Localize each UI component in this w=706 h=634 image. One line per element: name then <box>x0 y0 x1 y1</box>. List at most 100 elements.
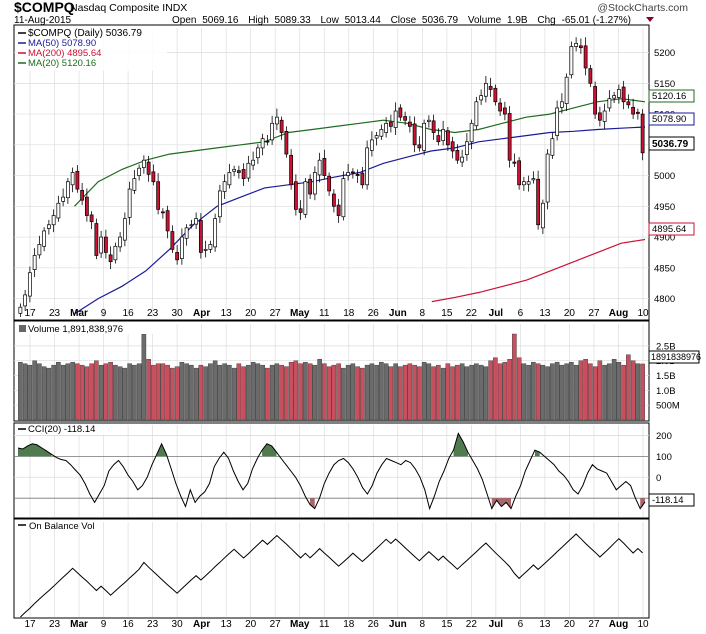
cci-tick-label: 0 <box>656 473 661 484</box>
volume-bar <box>626 354 631 421</box>
volume-bar <box>455 364 460 421</box>
chg-label: Chg <box>537 15 555 26</box>
volume-bar <box>369 363 375 421</box>
ma200-value-tag <box>648 222 695 236</box>
candle-body <box>536 178 541 226</box>
x-tick-label-top: 23 <box>49 308 61 319</box>
chart-symbol: $COMPQ <box>14 0 75 15</box>
candle-body <box>417 144 422 149</box>
candle-body <box>426 119 431 122</box>
candle-body <box>127 188 132 218</box>
candle-body <box>336 204 341 216</box>
candle-body <box>160 211 165 214</box>
candle-body <box>289 154 294 186</box>
candle-body <box>255 147 260 159</box>
x-tick-label-top: 8 <box>420 308 426 319</box>
volume-bar <box>469 364 474 421</box>
candle-body <box>189 224 194 227</box>
candle-body <box>388 121 393 127</box>
candle-body <box>626 101 631 106</box>
candle-body <box>179 236 184 259</box>
x-tick-label-bottom: May <box>290 619 310 629</box>
candle-body <box>70 172 75 186</box>
candle-body <box>369 139 374 151</box>
volume-bar <box>540 364 546 421</box>
candle-body <box>284 130 289 155</box>
high-value: 5089.33 <box>275 15 312 26</box>
cci-line <box>17 432 646 511</box>
volume-bar <box>18 361 23 421</box>
volume-bar <box>70 361 75 421</box>
candle-body <box>279 119 284 133</box>
x-tick-label-bottom: 20 <box>564 619 576 629</box>
volume-bar <box>284 366 289 421</box>
volume-bar <box>208 363 213 421</box>
volume-tick-label: 1.0B <box>656 386 676 397</box>
candle-body <box>360 172 365 186</box>
candle-body <box>469 122 474 143</box>
candle-body <box>564 76 569 104</box>
x-tick-label-top: 10 <box>637 308 649 319</box>
obv-legend: On Balance Vol <box>18 521 95 532</box>
volume-bar <box>184 363 189 421</box>
candle-body <box>298 208 303 213</box>
candle-body <box>331 193 336 207</box>
candle-body <box>531 178 536 181</box>
cci-value-tag: -118.14 <box>648 493 695 507</box>
candle-body <box>569 46 574 76</box>
candle-body <box>460 156 465 163</box>
x-tick-label-bottom: 15 <box>441 619 453 629</box>
x-tick-label-bottom: 30 <box>172 619 184 629</box>
x-tick-label-bottom: 16 <box>123 619 135 629</box>
price-tick-label: 5000 <box>654 171 675 182</box>
candle-body <box>222 181 227 192</box>
x-tick-label-top: 30 <box>172 308 184 319</box>
ma20-value-tag-text: 5120.16 <box>652 91 686 102</box>
candle-body <box>574 43 579 47</box>
x-tick-label-bottom: 18 <box>343 619 355 629</box>
open-value: 5069.16 <box>202 15 239 26</box>
cci-tick-label: 200 <box>656 431 672 442</box>
x-tick-label-bottom: 26 <box>368 619 380 629</box>
volume-bar <box>274 363 280 421</box>
ohlc-row: Open 5069.16 High 5089.33 Low 5013.44 Cl… <box>172 15 631 26</box>
low-label: Low <box>320 15 339 26</box>
high-label: High <box>248 15 269 26</box>
volume-bar <box>640 363 645 421</box>
x-tick-label-top: 27 <box>270 308 282 319</box>
legend-main: $COMPQ (Daily) 5036.79 <box>28 28 142 39</box>
volume-bar <box>246 364 251 421</box>
candle-body <box>56 202 61 219</box>
volume-bar <box>531 361 536 421</box>
ma50-value-tag-text: 5078.90 <box>652 114 686 125</box>
x-tick-label-bottom: 27 <box>270 619 282 629</box>
volume-bar <box>198 364 204 421</box>
volume-bar <box>255 363 261 421</box>
candle-body <box>65 181 70 199</box>
volume-bar <box>260 364 265 421</box>
cci-oversold-fill <box>640 498 645 509</box>
volume-bar <box>303 361 308 421</box>
volume-bar <box>203 366 208 421</box>
volume-bar <box>108 361 113 421</box>
candle-body <box>137 167 142 176</box>
cci-panel <box>13 422 650 519</box>
volume-bar <box>174 366 180 421</box>
volume-bar <box>426 363 432 421</box>
volume-bar <box>227 364 232 421</box>
volume-bar <box>326 366 332 421</box>
volume-bar <box>322 363 327 421</box>
volume-bar <box>474 363 479 421</box>
x-tick-label-bottom: 9 <box>101 619 107 629</box>
x-tick-label-bottom: Aug <box>609 619 628 629</box>
x-tick-label-bottom: 27 <box>588 619 600 629</box>
candle-body <box>422 122 427 151</box>
x-tick-label-top: Aug <box>609 308 628 319</box>
volume-bar <box>521 363 527 421</box>
candle-body <box>597 112 602 121</box>
volume-bar <box>379 361 384 421</box>
candle-body <box>23 294 28 307</box>
x-tick-label-bottom: 17 <box>24 619 36 629</box>
x-tick-label-bottom: 10 <box>637 619 649 629</box>
